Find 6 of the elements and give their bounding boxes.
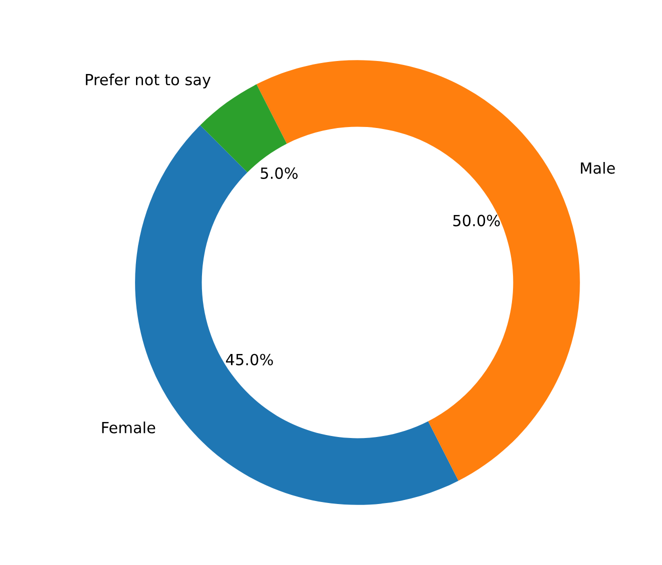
slice-label: Female xyxy=(102,422,156,434)
data-label: 45.0% xyxy=(226,354,273,366)
data-label: 5.0% xyxy=(260,167,298,179)
slice-label: Male xyxy=(580,162,615,174)
slice-label: Prefer not to say xyxy=(86,74,211,88)
data-label: 50.0% xyxy=(453,214,500,226)
